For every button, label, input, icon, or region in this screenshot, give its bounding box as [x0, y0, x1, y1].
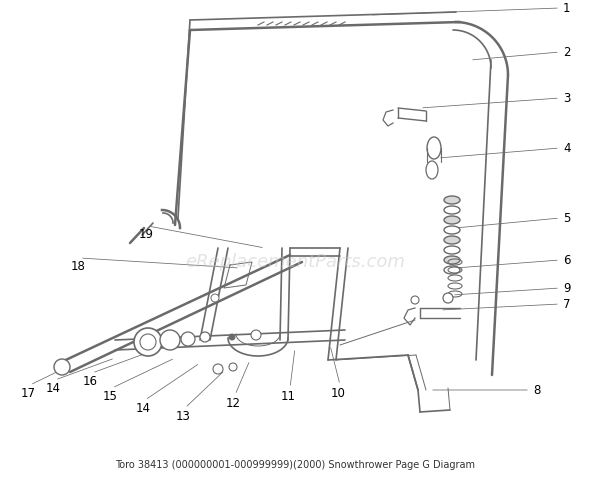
Text: 6: 6	[563, 253, 571, 267]
Circle shape	[160, 330, 180, 350]
Text: 10: 10	[330, 387, 345, 400]
Text: 13: 13	[176, 410, 191, 423]
Circle shape	[251, 330, 261, 340]
Circle shape	[229, 334, 235, 340]
Circle shape	[411, 296, 419, 304]
Circle shape	[443, 293, 453, 303]
Text: Toro 38413 (000000001-000999999)(2000) Snowthrower Page G Diagram: Toro 38413 (000000001-000999999)(2000) S…	[115, 460, 475, 470]
Text: 16: 16	[83, 375, 97, 388]
Text: 12: 12	[225, 397, 241, 410]
Text: 19: 19	[139, 228, 153, 241]
Circle shape	[134, 328, 162, 356]
Text: 11: 11	[280, 390, 296, 403]
Circle shape	[211, 294, 219, 302]
Text: 4: 4	[563, 141, 571, 154]
Text: 9: 9	[563, 282, 571, 294]
Text: eReplacementParts.com: eReplacementParts.com	[185, 253, 405, 271]
Text: 18: 18	[71, 260, 86, 273]
Text: 7: 7	[563, 297, 571, 311]
Text: 5: 5	[563, 211, 571, 225]
Circle shape	[200, 332, 210, 342]
Circle shape	[54, 359, 70, 375]
Text: 3: 3	[563, 91, 571, 105]
Ellipse shape	[444, 236, 460, 244]
Text: 2: 2	[563, 45, 571, 58]
Circle shape	[181, 332, 195, 346]
Text: 1: 1	[563, 1, 571, 14]
Text: 8: 8	[533, 383, 540, 396]
Text: 17: 17	[21, 387, 35, 400]
Circle shape	[213, 364, 223, 374]
Text: 14: 14	[136, 402, 150, 415]
Text: 15: 15	[103, 390, 117, 403]
Ellipse shape	[444, 216, 460, 224]
Ellipse shape	[444, 196, 460, 204]
Ellipse shape	[444, 256, 460, 264]
Text: 14: 14	[45, 382, 61, 395]
Circle shape	[140, 334, 156, 350]
Circle shape	[229, 363, 237, 371]
